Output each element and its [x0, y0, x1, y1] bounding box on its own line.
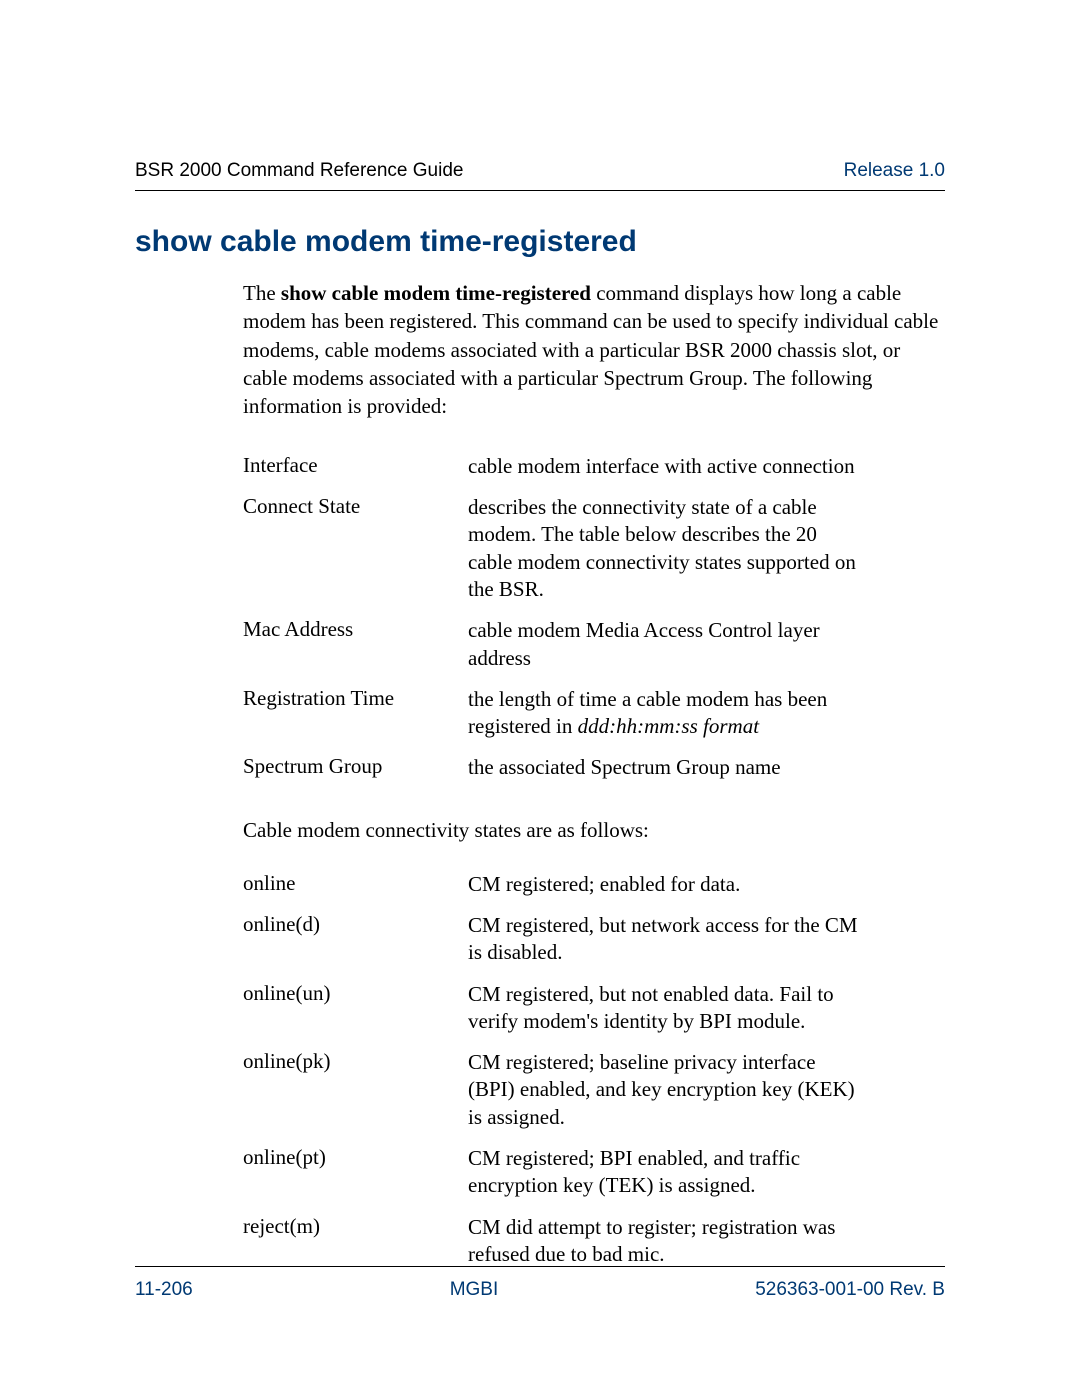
field-term: Interface — [243, 453, 468, 480]
field-term: Connect State — [243, 494, 468, 603]
document-page: BSR 2000 Command Reference Guide Release… — [0, 0, 1080, 1397]
table-row: online(un) CM registered, but not enable… — [243, 981, 945, 1036]
table-row: Registration Time the length of time a c… — [243, 686, 945, 741]
table-row: online(d) CM registered, but network acc… — [243, 912, 945, 967]
table-row: Interface cable modem interface with act… — [243, 453, 945, 480]
state-desc: CM registered; baseline privacy interfac… — [468, 1049, 863, 1131]
header-right: Release 1.0 — [844, 160, 945, 182]
state-term: online(pt) — [243, 1145, 468, 1200]
fields-table: Interface cable modem interface with act… — [243, 453, 945, 782]
section-title: show cable modem time-registered — [135, 225, 945, 259]
field-term: Spectrum Group — [243, 754, 468, 781]
field-desc: cable modem interface with active connec… — [468, 453, 863, 480]
field-desc: the length of time a cable modem has bee… — [468, 686, 863, 741]
state-desc: CM registered; BPI enabled, and traffic … — [468, 1145, 863, 1200]
header-rule — [135, 190, 945, 191]
state-term: online(d) — [243, 912, 468, 967]
table-row: reject(m) CM did attempt to register; re… — [243, 1214, 945, 1269]
field-term: Registration Time — [243, 686, 468, 741]
field-term: Mac Address — [243, 617, 468, 672]
header-left: BSR 2000 Command Reference Guide — [135, 160, 463, 182]
table-row: Connect State describes the connectivity… — [243, 494, 945, 603]
field-desc: describes the connectivity state of a ca… — [468, 494, 863, 603]
state-desc: CM registered, but not enabled data. Fai… — [468, 981, 863, 1036]
footer-center: MGBI — [450, 1279, 499, 1301]
state-term: online(un) — [243, 981, 468, 1036]
states-table: online CM registered; enabled for data. … — [243, 871, 945, 1269]
intro-paragraph: The show cable modem time-registered com… — [243, 279, 945, 421]
field-desc: cable modem Media Access Control layer a… — [468, 617, 863, 672]
table-row: online(pk) CM registered; baseline priva… — [243, 1049, 945, 1131]
states-intro: Cable modem connectivity states are as f… — [243, 818, 945, 843]
footer-rule — [135, 1266, 945, 1267]
intro-bold: show cable modem time-registered — [281, 281, 591, 305]
state-desc: CM registered; enabled for data. — [468, 871, 863, 898]
page-header: BSR 2000 Command Reference Guide Release… — [135, 160, 945, 182]
footer-left: 11-206 — [135, 1279, 193, 1301]
page-footer: 11-206 MGBI 526363-001-00 Rev. B — [135, 1279, 945, 1301]
state-term: online(pk) — [243, 1049, 468, 1131]
intro-pre: The — [243, 281, 281, 305]
field-desc-italic: ddd:hh:mm:ss format — [578, 714, 759, 738]
table-row: Mac Address cable modem Media Access Con… — [243, 617, 945, 672]
table-row: Spectrum Group the associated Spectrum G… — [243, 754, 945, 781]
footer-right: 526363-001-00 Rev. B — [755, 1279, 945, 1301]
state-term: online — [243, 871, 468, 898]
state-desc: CM registered, but network access for th… — [468, 912, 863, 967]
state-desc: CM did attempt to register; registration… — [468, 1214, 863, 1269]
state-term: reject(m) — [243, 1214, 468, 1269]
table-row: online CM registered; enabled for data. — [243, 871, 945, 898]
body-content: The show cable modem time-registered com… — [243, 279, 945, 1268]
table-row: online(pt) CM registered; BPI enabled, a… — [243, 1145, 945, 1200]
field-desc: the associated Spectrum Group name — [468, 754, 863, 781]
